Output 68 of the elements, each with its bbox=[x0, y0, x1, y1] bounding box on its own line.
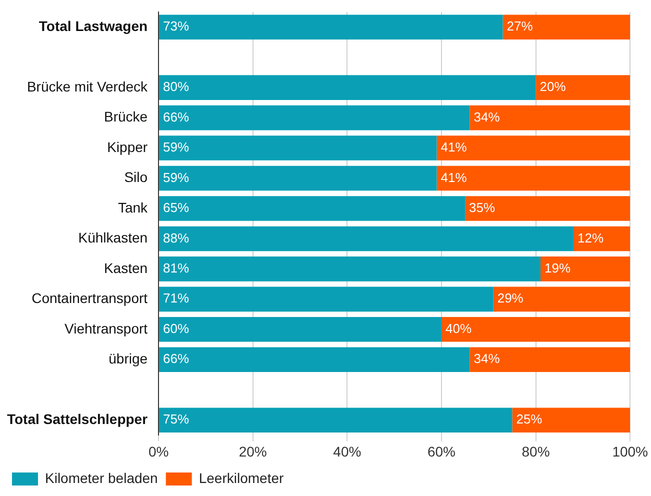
bar bbox=[159, 196, 466, 221]
bar bbox=[493, 286, 630, 312]
data-label: 73% bbox=[163, 18, 190, 34]
x-tick-label: 0% bbox=[148, 443, 169, 460]
y-tick-label: Viehtransport bbox=[64, 320, 148, 336]
y-tick-label: Kipper bbox=[107, 138, 148, 155]
data-label: 66% bbox=[163, 109, 190, 124]
data-label: 34% bbox=[474, 109, 500, 124]
y-tick-label: Kühlkasten bbox=[78, 230, 148, 246]
data-label: 71% bbox=[163, 290, 190, 306]
bar bbox=[512, 408, 630, 432]
data-label: 59% bbox=[163, 140, 190, 155]
x-tick-label: 20% bbox=[238, 443, 267, 460]
data-label: 19% bbox=[544, 260, 571, 276]
data-label: 75% bbox=[163, 412, 190, 427]
data-label: 60% bbox=[163, 320, 190, 336]
data-label: 41% bbox=[440, 170, 468, 185]
data-label: 29% bbox=[497, 290, 524, 306]
bar bbox=[436, 166, 630, 191]
y-tick-label: Brücke bbox=[104, 108, 148, 125]
x-tick-label: 100% bbox=[612, 443, 648, 460]
bar bbox=[159, 14, 503, 40]
bar bbox=[540, 256, 630, 282]
bar bbox=[536, 75, 630, 100]
bar bbox=[159, 226, 574, 252]
data-label: 35% bbox=[469, 200, 496, 216]
data-label: 20% bbox=[540, 79, 566, 94]
data-label: 59% bbox=[163, 170, 190, 185]
bar bbox=[159, 256, 541, 282]
y-tick-label: Total Sattelschlepper bbox=[6, 410, 148, 427]
bar bbox=[502, 14, 630, 40]
bar bbox=[441, 317, 630, 342]
bar bbox=[159, 105, 470, 130]
data-label: 27% bbox=[506, 18, 534, 34]
legend-label: Kilometer beladen bbox=[45, 470, 158, 486]
data-label: 40% bbox=[445, 320, 472, 336]
bar bbox=[159, 166, 437, 191]
y-tick-label: Kasten bbox=[104, 260, 148, 276]
y-tick-label: Silo bbox=[124, 169, 148, 186]
bar bbox=[465, 196, 630, 221]
bar bbox=[159, 317, 442, 342]
data-label: 12% bbox=[578, 230, 604, 246]
x-tick-label: 80% bbox=[522, 443, 550, 460]
data-label: 80% bbox=[163, 79, 190, 94]
y-tick-label: Containertransport bbox=[32, 290, 148, 306]
data-label: 66% bbox=[163, 351, 190, 366]
bar bbox=[574, 226, 630, 252]
bar bbox=[159, 286, 494, 312]
data-label: 81% bbox=[163, 260, 190, 276]
bar bbox=[159, 408, 512, 432]
bar bbox=[470, 105, 630, 130]
bar bbox=[159, 347, 470, 372]
y-tick-label: Brücke mit Verdeck bbox=[26, 78, 149, 94]
bar bbox=[470, 347, 630, 372]
bar bbox=[436, 136, 630, 160]
data-label: 88% bbox=[163, 230, 190, 246]
bar bbox=[159, 75, 536, 100]
x-tick-label: 60% bbox=[427, 443, 456, 460]
data-label: 34% bbox=[474, 351, 500, 366]
x-tick-label: 40% bbox=[333, 443, 362, 460]
data-label: 25% bbox=[516, 412, 543, 427]
y-tick-label: übrige bbox=[108, 350, 148, 366]
y-tick-label: Tank bbox=[118, 199, 149, 216]
y-tick-label: Total Lastwagen bbox=[38, 18, 148, 34]
bar bbox=[159, 136, 437, 160]
legend-label: Leerkilometer bbox=[198, 470, 284, 486]
data-label: 65% bbox=[163, 200, 190, 216]
data-label: 41% bbox=[440, 140, 468, 155]
